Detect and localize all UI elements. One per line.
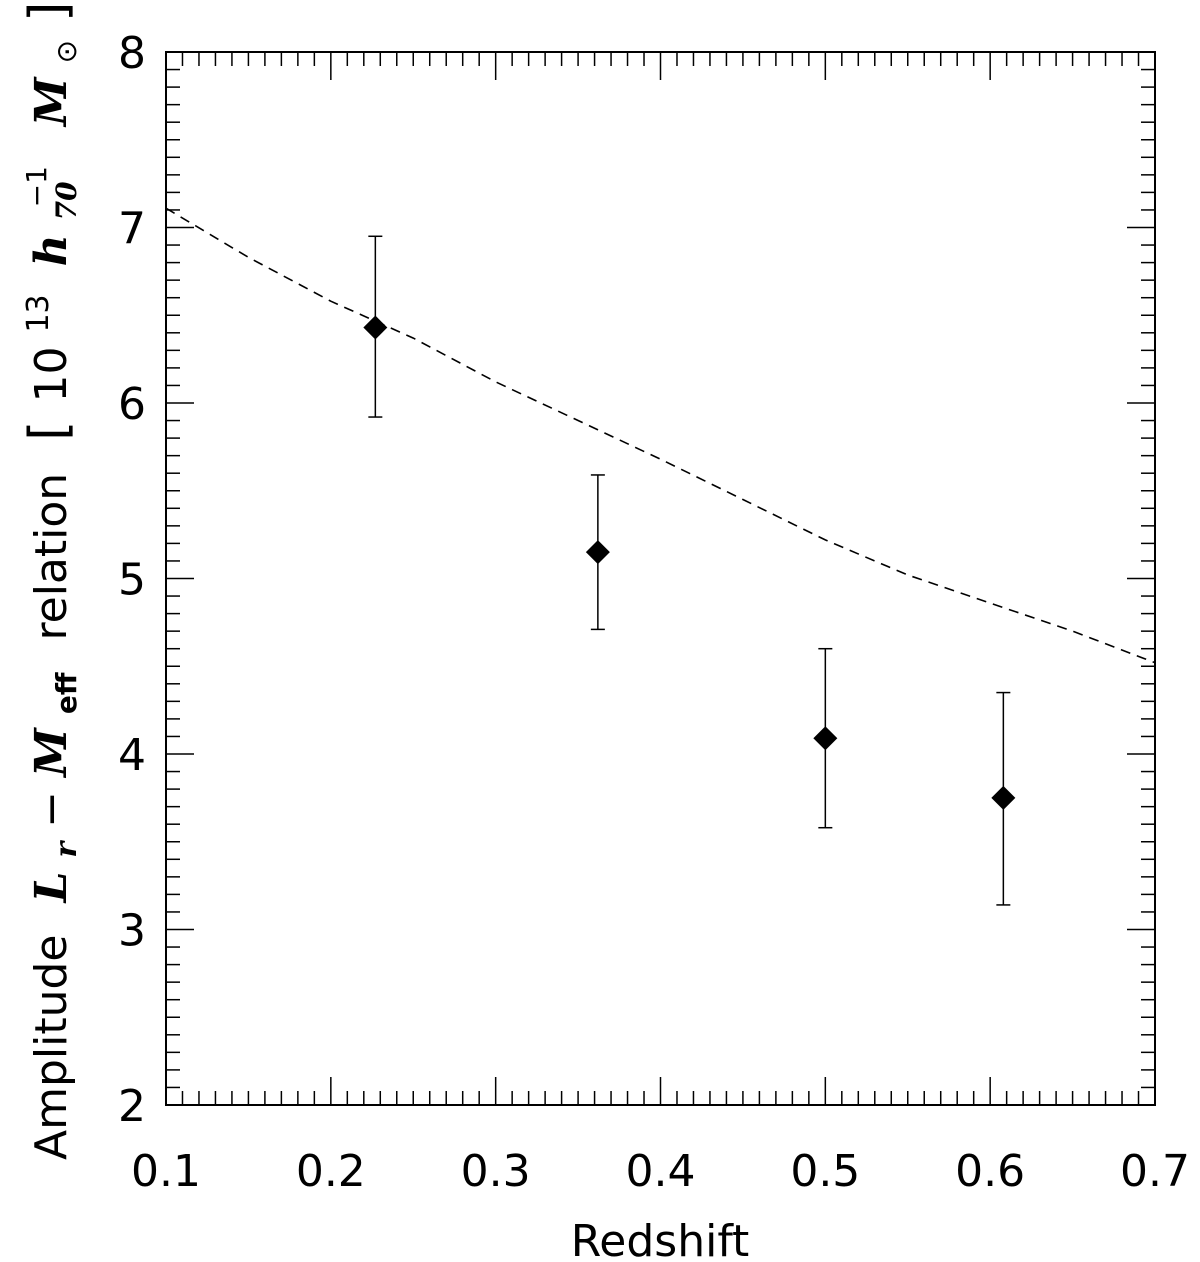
y-axis-title-middle: relation — [26, 473, 77, 641]
y-axis-title-m: M — [26, 727, 77, 779]
x-tick-label: 0.6 — [955, 1146, 1025, 1197]
y-axis-title-l: L — [26, 872, 77, 905]
y-tick-label: 4 — [118, 730, 146, 781]
y-axis-title-msun: M — [26, 76, 77, 128]
y-tick-label: 5 — [118, 555, 146, 606]
x-tick-label: 0.4 — [626, 1146, 696, 1197]
x-axis-title: Redshift — [571, 1216, 750, 1262]
x-tick-label: 0.7 — [1120, 1146, 1190, 1197]
y-tick-label: 6 — [118, 379, 146, 430]
data-points-layer — [363, 235, 1016, 906]
model-curve — [165, 207, 1156, 664]
y-tick-label: 3 — [118, 906, 146, 957]
x-tick-labels: 0.1 0.2 0.3 0.4 0.5 0.6 0.7 — [131, 1146, 1190, 1197]
y-tick-labels: 2 3 4 5 6 7 8 — [118, 28, 146, 1132]
x-tick-label: 0.2 — [296, 1146, 366, 1197]
svg-text:Amplitude L r: Amplitude L r − M eff relation [ 10 13 h… — [6, 2, 87, 1160]
y-axis-title-l-sub: r — [49, 840, 84, 858]
model-curve-layer — [165, 207, 1156, 664]
y-axis-title-m-sub: eff — [50, 672, 83, 714]
plot-frame — [165, 51, 1156, 1106]
y-axis-title-bracket-close: ] — [19, 2, 79, 22]
y-axis-title-sun: ⊙ — [50, 40, 83, 63]
y-axis-title-h: h — [26, 234, 77, 266]
major-ticks — [165, 51, 1156, 1106]
y-axis-title-bracket-open: [ — [19, 421, 79, 441]
y-axis-title-units-base: 10 — [26, 347, 77, 403]
data-point-diamond — [585, 540, 610, 565]
y-axis-title-dash: − — [26, 791, 77, 828]
y-axis-title-h-sub: 70 — [50, 181, 83, 220]
y-axis-title-h-exp: −1 — [20, 166, 53, 207]
y-axis-title: Amplitude L r − M eff relation [ 10 13 h… — [6, 2, 87, 1160]
data-point-diamond — [813, 726, 838, 751]
data-point-diamond — [363, 315, 388, 340]
y-tick-label: 8 — [118, 28, 146, 79]
x-tick-label: 0.3 — [461, 1146, 531, 1197]
y-tick-label: 2 — [118, 1081, 146, 1132]
y-tick-label: 7 — [118, 204, 146, 255]
data-point-diamond — [991, 785, 1016, 810]
y-axis-title-prefix: Amplitude — [26, 935, 77, 1160]
y-axis-title-units-exp: 13 — [21, 294, 56, 332]
minor-ticks — [166, 52, 1155, 1105]
x-tick-label: 0.1 — [131, 1146, 201, 1197]
x-tick-label: 0.5 — [790, 1146, 860, 1197]
